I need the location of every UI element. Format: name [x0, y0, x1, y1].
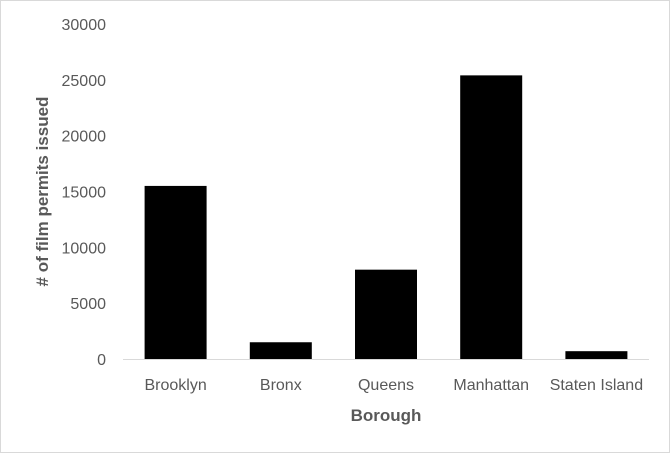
bar [144, 185, 207, 359]
x-tick-label: Brooklyn [144, 377, 206, 394]
bar [565, 351, 628, 359]
y-tick-label: 20000 [62, 129, 107, 146]
bar [355, 269, 417, 359]
y-tick-label: 15000 [62, 185, 107, 202]
x-tick-label: Bronx [260, 377, 302, 394]
y-tick-label: 0 [97, 352, 106, 369]
y-tick-label: 30000 [62, 17, 107, 34]
y-axis-ticks: 0 5000 10000 15000 20000 25000 30000 [62, 17, 107, 369]
bar [460, 75, 523, 359]
bar [249, 342, 312, 359]
y-tick-label: 10000 [62, 240, 107, 257]
x-tick-label: Manhattan [453, 377, 529, 394]
x-tick-label: Staten Island [550, 377, 643, 394]
y-axis-title: # of film permits issued [33, 97, 52, 287]
y-tick-label: 5000 [70, 296, 106, 313]
y-tick-label: 25000 [62, 73, 107, 90]
x-tick-label: Queens [358, 377, 414, 394]
x-axis-ticks: Brooklyn Bronx Queens Manhattan Staten Islan… [144, 377, 643, 394]
bars [144, 75, 628, 359]
x-axis-title: Borough [351, 406, 422, 425]
